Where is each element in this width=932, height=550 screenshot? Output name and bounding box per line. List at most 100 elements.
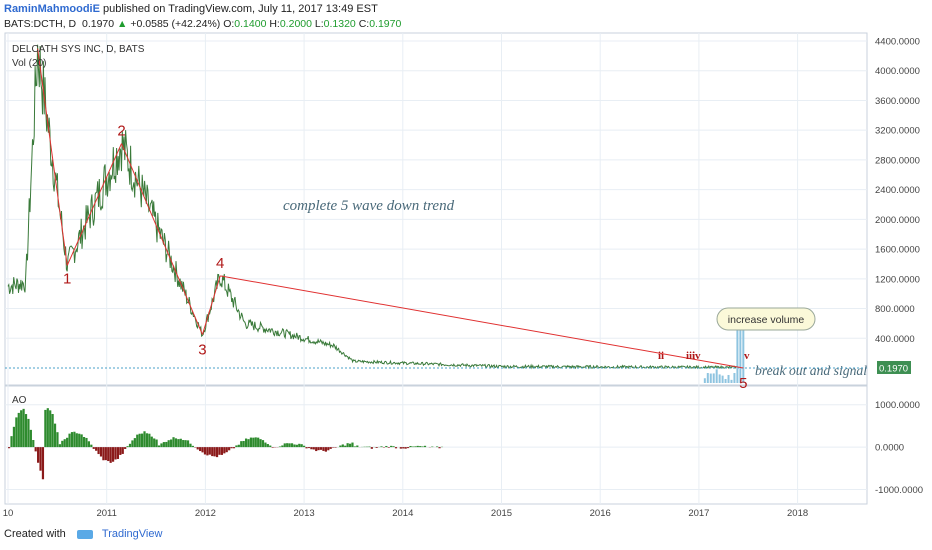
author-link[interactable]: RaminMahmoodiE — [4, 3, 100, 15]
ao-bar — [351, 442, 354, 448]
x-tick-label: 2017 — [688, 508, 709, 519]
ao-bar — [15, 417, 18, 448]
ao-bar — [344, 445, 347, 448]
ao-bar — [257, 437, 260, 448]
ao-bar — [150, 436, 153, 448]
ao-bar — [305, 447, 308, 449]
chart-title: DELCATH SYS INC, D, BATS — [12, 44, 145, 55]
tradingview-logo-icon — [76, 529, 93, 539]
ao-bar — [341, 444, 344, 448]
ao-bar — [136, 434, 139, 448]
ao-title: AO — [12, 395, 27, 406]
ao-bar — [414, 446, 417, 448]
price-tag — [877, 360, 911, 374]
ao-bar — [283, 443, 286, 448]
ao-bar — [269, 445, 272, 448]
ao-bar — [78, 433, 81, 448]
ao-histogram — [8, 408, 444, 480]
ao-bar — [208, 447, 211, 455]
ao-bar — [416, 445, 419, 448]
ao-bar — [307, 447, 311, 449]
wave-label: 3 — [198, 342, 206, 359]
ao-bar — [75, 433, 78, 448]
ao-bar — [310, 447, 313, 450]
ao-bar — [39, 447, 42, 471]
tradingview-link[interactable]: TradingView — [101, 528, 163, 540]
x-tick-label: 2018 — [787, 508, 808, 519]
ao-bar — [312, 447, 315, 450]
wave-lines — [37, 48, 744, 369]
ao-bar — [70, 432, 74, 448]
high-value: 0.2000 — [279, 18, 312, 30]
ao-bar — [145, 433, 149, 448]
ao-bar — [348, 443, 352, 448]
ao-bar — [327, 447, 330, 451]
volume-bar — [733, 373, 736, 383]
ao-bar — [298, 443, 301, 448]
ao-bar — [186, 440, 190, 448]
ao-bar — [10, 436, 13, 448]
ao-bar — [266, 444, 269, 448]
ao-bar — [346, 443, 349, 448]
wave-line — [66, 143, 122, 266]
ao-bar — [107, 447, 110, 462]
ao-bar — [409, 445, 412, 448]
ao-bar — [182, 440, 185, 448]
wave-line — [121, 143, 203, 335]
ao-bar — [249, 437, 253, 448]
ao-bar — [242, 440, 245, 448]
ao-bar — [324, 447, 327, 452]
ao-bar — [114, 447, 117, 460]
ao-bar — [293, 444, 296, 448]
ao-bar — [20, 410, 23, 448]
ao-bar — [203, 447, 207, 455]
high-label: H: — [269, 18, 280, 30]
ao-tick-label: -1000.0000 — [875, 485, 923, 496]
wave-label: 4 — [216, 255, 224, 272]
ao-bar — [162, 442, 165, 448]
y-tick-label: 1200.0000 — [875, 274, 920, 285]
ao-bar — [116, 447, 120, 459]
close-label: C: — [358, 18, 370, 30]
ao-pane-border — [4, 385, 868, 505]
ao-bar — [356, 445, 359, 448]
ao-bar — [300, 444, 303, 448]
ao-bar — [315, 447, 318, 452]
ao-bar — [271, 447, 274, 448]
ao-bar — [140, 433, 144, 448]
ao-tick-label: 0.0000 — [875, 443, 904, 454]
ao-bar — [104, 447, 107, 461]
ao-bar — [252, 437, 255, 448]
ao-bar — [295, 444, 298, 448]
ao-bar — [259, 439, 262, 448]
ao-bar — [49, 410, 52, 448]
ao-bar — [46, 408, 49, 448]
ao-bar — [61, 440, 64, 448]
y-tick-label: 3200.0000 — [875, 126, 920, 137]
ao-bar — [235, 445, 238, 448]
ao-bar — [22, 408, 25, 448]
ao-bar — [189, 443, 192, 448]
ao-bar — [37, 447, 40, 463]
ao-bar — [53, 423, 57, 448]
publish-info: published on TradingView.com, July 11, 2… — [103, 3, 378, 15]
ao-bar — [138, 433, 141, 448]
ao-bar — [303, 445, 306, 448]
ao-bar — [102, 447, 105, 461]
symbol-line: BATS:DCTH, D 0.1970 ▲ +0.0585 (+42.24%) … — [4, 18, 401, 30]
wave-line — [37, 48, 68, 266]
ao-bar — [172, 437, 175, 448]
ao-bar — [406, 447, 410, 449]
ao-bar — [8, 447, 11, 449]
ao-bar — [124, 447, 127, 449]
x-tick-label: 2015 — [491, 508, 512, 519]
y-tick-label: 2400.0000 — [875, 185, 920, 196]
axis-ticks: 4400.00004000.00003600.00003200.00002800… — [3, 37, 923, 520]
chart-subtitle: Vol (20) — [12, 58, 46, 69]
y-tick-label: 2800.0000 — [875, 155, 920, 166]
volume-bar — [715, 369, 718, 383]
ao-bar — [143, 431, 146, 448]
annotation-volume: increase volume — [728, 314, 805, 326]
main-pane-border — [4, 32, 868, 386]
